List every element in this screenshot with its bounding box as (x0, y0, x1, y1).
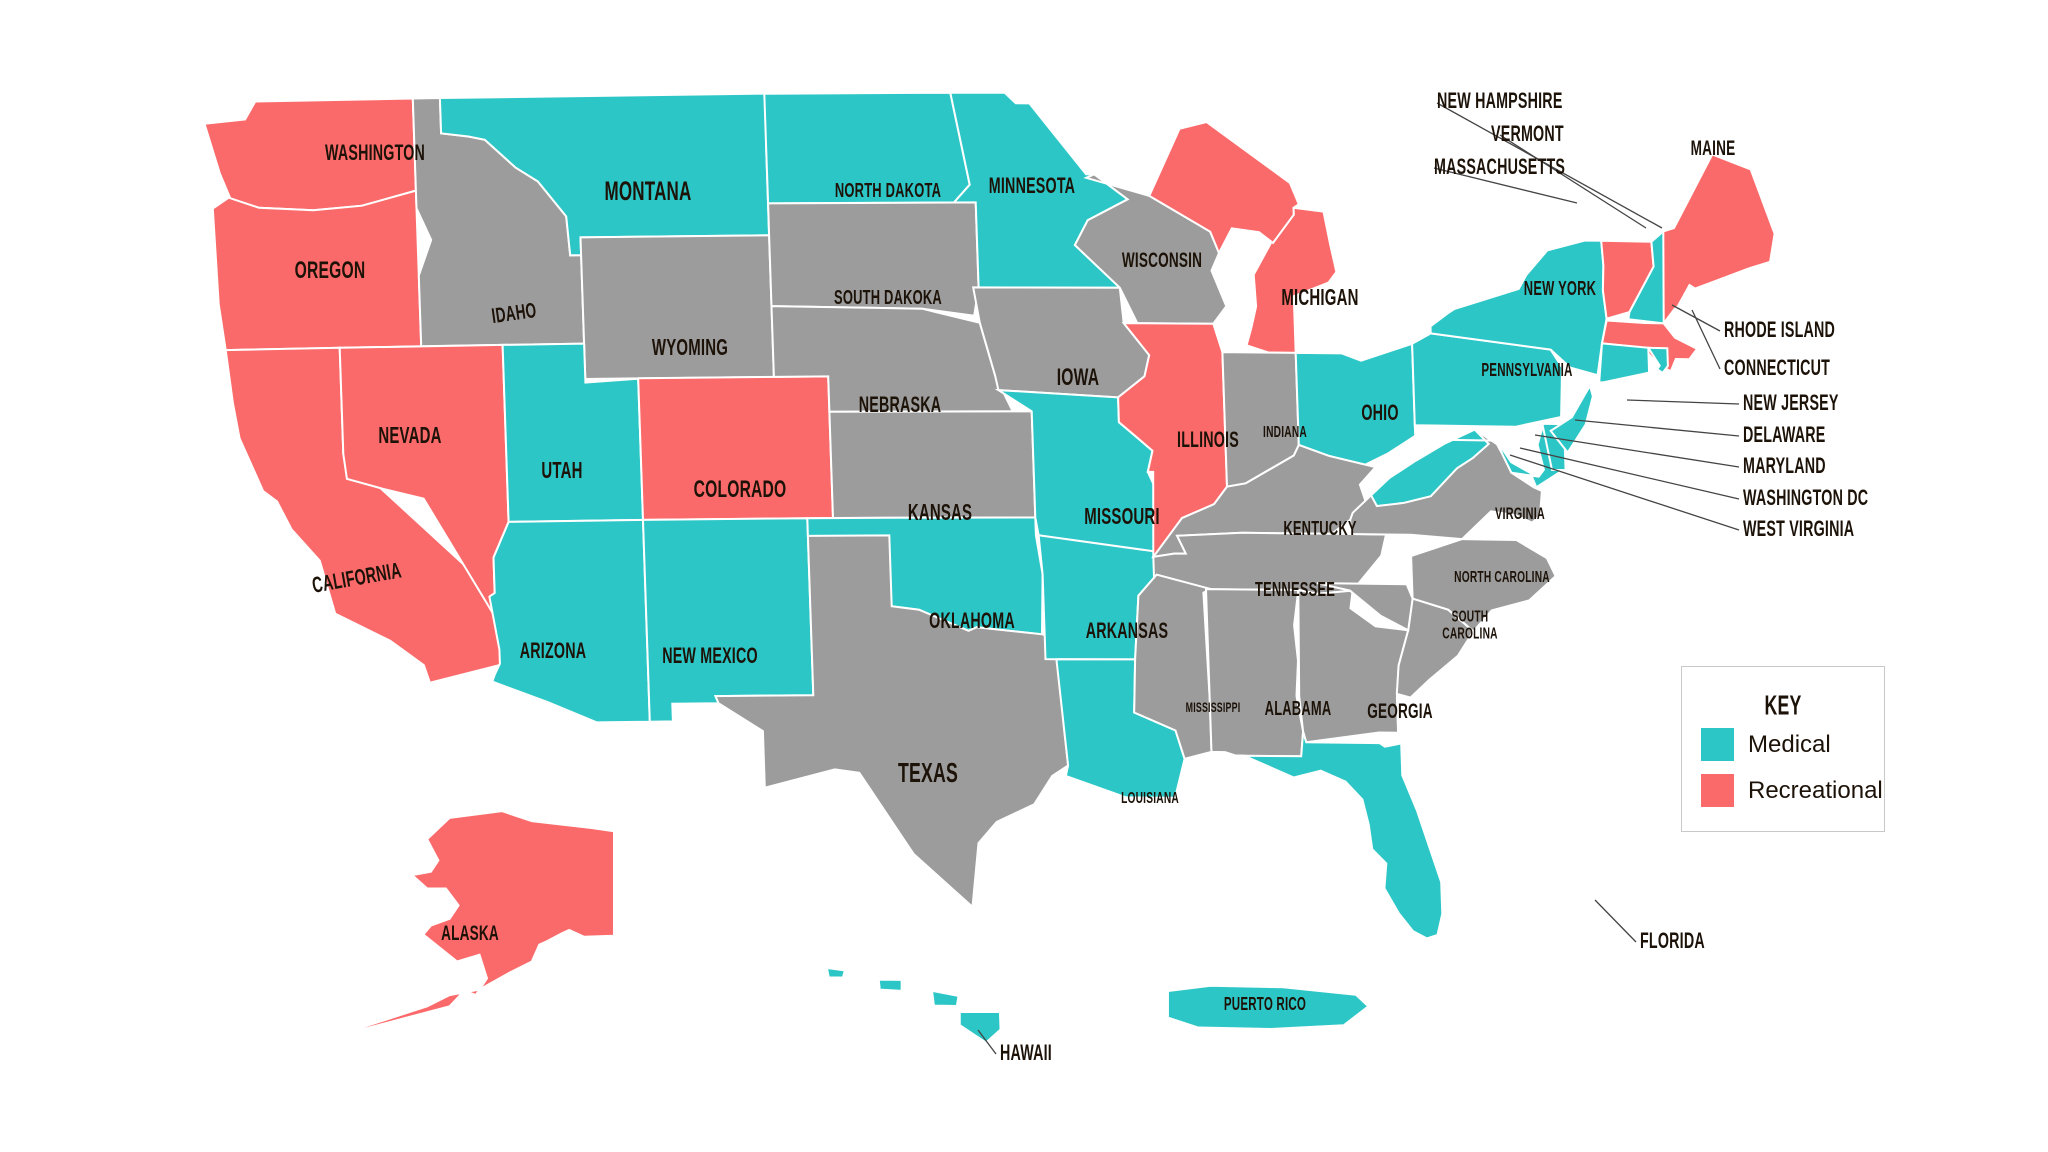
svg-text:NORTH DAKOTA: NORTH DAKOTA (835, 179, 941, 202)
svg-text:MAINE: MAINE (1691, 136, 1736, 160)
svg-text:ILLINOIS: ILLINOIS (1177, 427, 1239, 452)
svg-text:VERMONT: VERMONT (1491, 121, 1564, 146)
svg-text:NEVADA: NEVADA (378, 423, 441, 449)
svg-text:MARYLAND: MARYLAND (1743, 453, 1826, 478)
svg-text:PENNSYLVANIA: PENNSYLVANIA (1481, 361, 1572, 381)
svg-text:ARKANSAS: ARKANSAS (1086, 618, 1169, 643)
svg-text:FLORIDA: FLORIDA (1640, 928, 1705, 953)
svg-text:ARIZONA: ARIZONA (520, 638, 586, 663)
svg-text:WYOMING: WYOMING (652, 335, 728, 361)
svg-text:INDIANA: INDIANA (1263, 423, 1307, 441)
svg-text:MISSISSIPPI: MISSISSIPPI (1186, 701, 1241, 715)
svg-text:LOUISIANA: LOUISIANA (1121, 789, 1179, 807)
svg-text:GEORGIA: GEORGIA (1367, 699, 1433, 723)
svg-text:KANSAS: KANSAS (908, 500, 972, 526)
svg-text:PUERTO RICO: PUERTO RICO (1224, 995, 1306, 1015)
svg-text:NEW YORK: NEW YORK (1524, 277, 1597, 300)
svg-text:MISSOURI: MISSOURI (1084, 504, 1160, 530)
svg-text:MONTANA: MONTANA (604, 176, 691, 206)
svg-text:TEXAS: TEXAS (898, 757, 958, 788)
svg-text:NEW MEXICO: NEW MEXICO (662, 643, 758, 668)
svg-text:HAWAII: HAWAII (1000, 1040, 1052, 1065)
svg-text:NEBRASKA: NEBRASKA (859, 392, 942, 417)
svg-text:NORTH CAROLINA: NORTH CAROLINA (1454, 568, 1550, 586)
svg-text:WASHINGTON: WASHINGTON (325, 140, 425, 165)
svg-text:OKLAHOMA: OKLAHOMA (929, 608, 1015, 633)
svg-text:DELAWARE: DELAWARE (1743, 422, 1826, 447)
svg-text:WASHINGTON DC: WASHINGTON DC (1743, 485, 1868, 510)
svg-text:NEW JERSEY: NEW JERSEY (1743, 390, 1839, 415)
svg-text:RHODE ISLAND: RHODE ISLAND (1724, 317, 1835, 342)
svg-text:ALASKA: ALASKA (441, 921, 499, 945)
svg-text:CONNECTICUT: CONNECTICUT (1724, 355, 1830, 380)
svg-text:KENTUCKY: KENTUCKY (1283, 517, 1356, 540)
svg-text:VIRGINIA: VIRGINIA (1495, 505, 1545, 524)
svg-text:NEW HAMPSHIRE: NEW HAMPSHIRE (1437, 88, 1563, 113)
svg-text:WISCONSIN: WISCONSIN (1122, 248, 1202, 272)
svg-text:MINNESOTA: MINNESOTA (989, 173, 1075, 198)
svg-text:OREGON: OREGON (295, 257, 366, 284)
svg-text:WEST VIRGINIA: WEST VIRGINIA (1743, 516, 1854, 541)
svg-text:UTAH: UTAH (541, 458, 582, 484)
svg-text:MICHIGAN: MICHIGAN (1281, 285, 1358, 311)
svg-text:IOWA: IOWA (1057, 364, 1099, 391)
svg-text:COLORADO: COLORADO (694, 476, 787, 503)
svg-text:SOUTH DAKOKA: SOUTH DAKOKA (834, 286, 942, 309)
svg-text:OHIO: OHIO (1361, 400, 1398, 425)
svg-text:TENNESSEE: TENNESSEE (1255, 578, 1335, 601)
svg-text:ALABAMA: ALABAMA (1265, 697, 1332, 720)
svg-text:MASSACHUSETTS: MASSACHUSETTS (1434, 154, 1565, 179)
